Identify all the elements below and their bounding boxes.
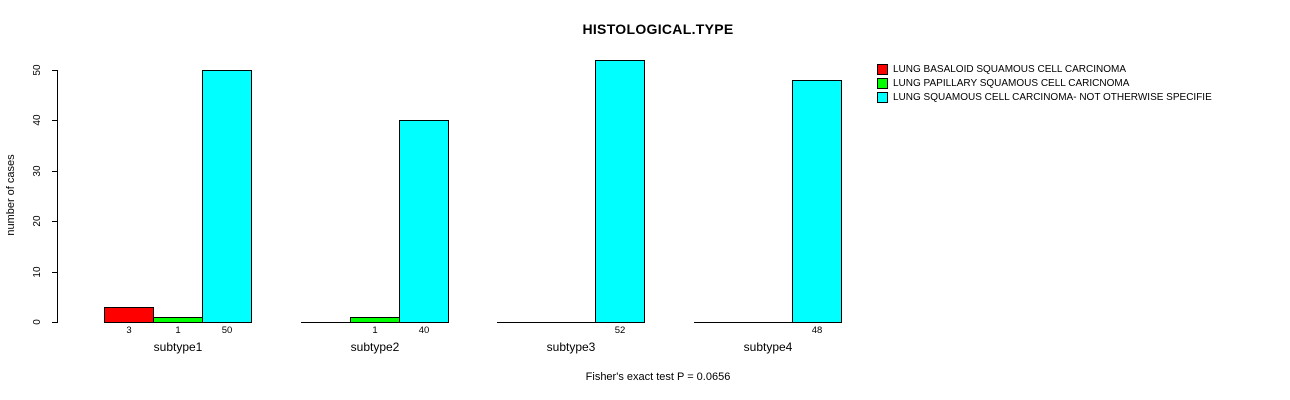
- bar-subtype4-series3: [792, 80, 842, 323]
- bar-value-label: 50: [221, 325, 233, 336]
- y-axis-tick: [52, 221, 57, 222]
- chart-title: HISTOLOGICAL.TYPE: [582, 21, 734, 37]
- y-axis-tick: [52, 272, 57, 273]
- fisher-test-annotation: Fisher's exact test P = 0.0656: [585, 371, 731, 383]
- legend-item-label: LUNG PAPILLARY SQUAMOUS CELL CARICNOMA: [893, 77, 1130, 89]
- legend-item: LUNG PAPILLARY SQUAMOUS CELL CARICNOMA: [877, 76, 1212, 90]
- bar-subtype1-series2: [153, 317, 203, 323]
- group-baseline: [694, 322, 842, 323]
- y-axis-tick: [52, 70, 57, 71]
- bar-subtype1-series1: [104, 307, 154, 323]
- bar-subtype1-series3: [202, 70, 252, 323]
- legend-item-label: LUNG SQUAMOUS CELL CARCINOMA- NOT OTHERW…: [893, 91, 1212, 103]
- y-axis-tick: [52, 322, 57, 323]
- x-category-label: subtype3: [546, 340, 596, 354]
- legend-color-swatch: [877, 91, 888, 103]
- bar-subtype3-series3: [595, 60, 645, 323]
- legend-item-label: LUNG BASALOID SQUAMOUS CELL CARCINOMA: [893, 63, 1127, 75]
- y-axis-tick: [52, 120, 57, 121]
- y-axis-label: number of cases: [5, 154, 17, 236]
- y-tick-label: 30: [32, 165, 43, 177]
- bar-subtype2-series2: [350, 317, 400, 323]
- bar-value-label: 3: [126, 325, 132, 336]
- y-axis-line: [57, 70, 58, 323]
- y-tick-label: 0: [32, 319, 43, 325]
- y-axis-tick: [52, 171, 57, 172]
- bar-value-label: 1: [175, 325, 181, 336]
- group-baseline: [497, 322, 645, 323]
- legend-color-swatch: [877, 77, 888, 89]
- y-tick-label: 40: [32, 114, 43, 126]
- bar-value-label: 48: [811, 325, 823, 336]
- x-category-label: subtype4: [743, 340, 793, 354]
- y-tick-label: 20: [32, 215, 43, 227]
- x-category-label: subtype1: [153, 340, 203, 354]
- bar-value-label: 1: [372, 325, 378, 336]
- y-tick-label: 50: [32, 64, 43, 76]
- legend-item: LUNG BASALOID SQUAMOUS CELL CARCINOMA: [877, 62, 1212, 76]
- legend-color-swatch: [877, 63, 888, 75]
- y-tick-label: 10: [32, 266, 43, 278]
- bar-value-label: 40: [418, 325, 430, 336]
- bar-value-label: 52: [614, 325, 626, 336]
- bar-subtype2-series3: [399, 120, 449, 323]
- legend-item: LUNG SQUAMOUS CELL CARCINOMA- NOT OTHERW…: [877, 90, 1212, 104]
- legend: LUNG BASALOID SQUAMOUS CELL CARCINOMA LUN…: [877, 62, 1212, 104]
- x-category-label: subtype2: [350, 340, 400, 354]
